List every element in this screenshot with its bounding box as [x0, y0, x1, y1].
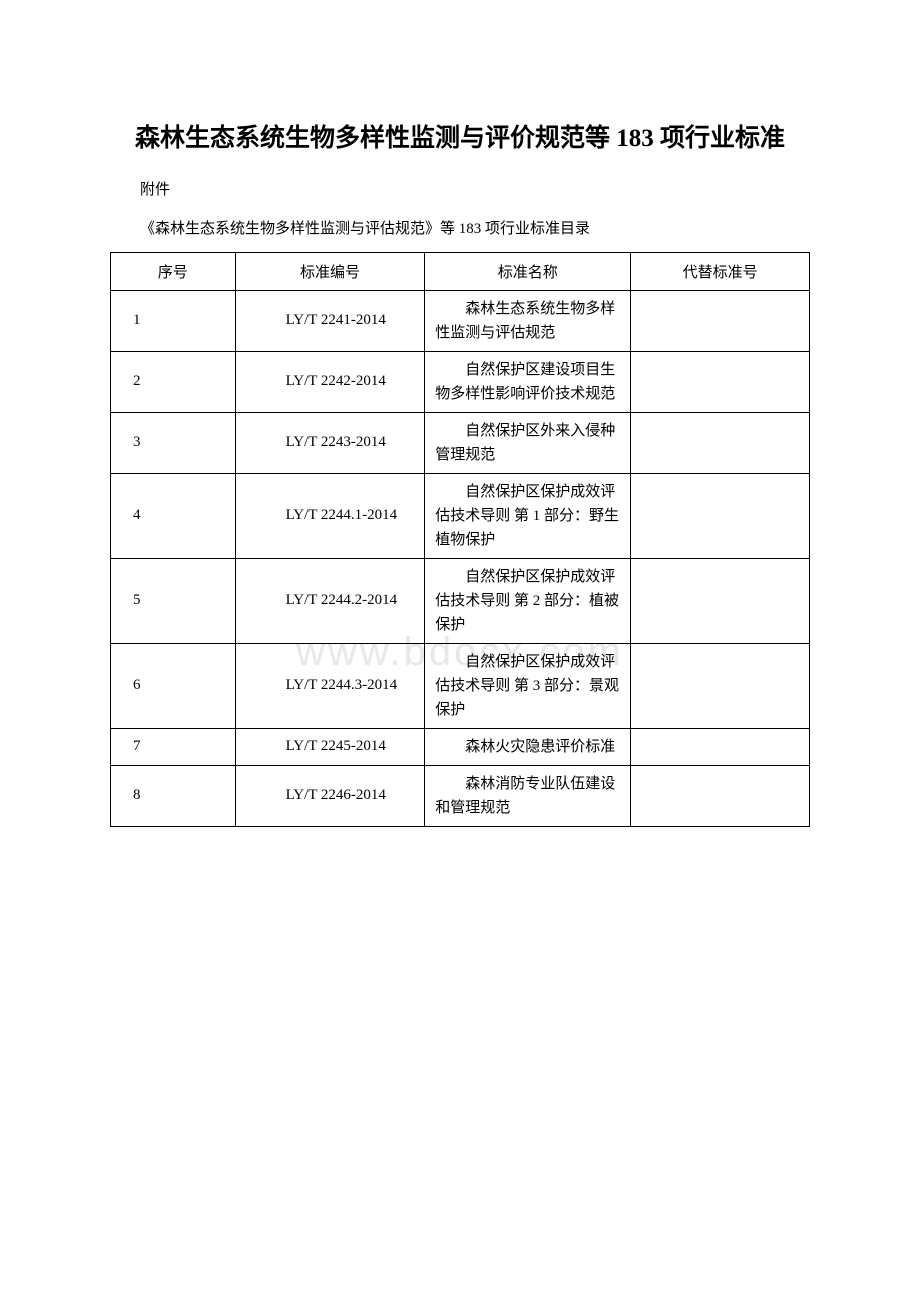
standards-table: 序号 标准编号 标准名称 代替标准号 1 LY/T 2241-2014 森林生态…: [110, 252, 810, 827]
cell-name: 森林火灾隐患评价标准: [425, 728, 631, 765]
page-title: 森林生态系统生物多样性监测与评价规范等 183 项行业标准: [110, 120, 810, 158]
table-row: 7 LY/T 2245-2014 森林火灾隐患评价标准: [111, 728, 810, 765]
cell-code: LY/T 2244.3-2014: [235, 643, 425, 728]
table-row: 3 LY/T 2243-2014 自然保护区外来入侵种管理规范: [111, 412, 810, 473]
cell-code: LY/T 2244.1-2014: [235, 473, 425, 558]
cell-seq: 8: [111, 765, 236, 826]
attachment-label: 附件: [110, 178, 810, 199]
cell-name: 自然保护区建设项目生物多样性影响评价技术规范: [425, 351, 631, 412]
header-code: 标准编号: [235, 252, 425, 290]
cell-name: 自然保护区保护成效评估技术导则 第 3 部分：景观保护: [425, 643, 631, 728]
table-row: 5 LY/T 2244.2-2014 自然保护区保护成效评估技术导则 第 2 部…: [111, 558, 810, 643]
cell-name: 自然保护区保护成效评估技术导则 第 1 部分：野生植物保护: [425, 473, 631, 558]
cell-replace: [631, 643, 810, 728]
cell-seq: 1: [111, 290, 236, 351]
header-replace: 代替标准号: [631, 252, 810, 290]
subtitle: 《森林生态系统生物多样性监测与评估规范》等 183 项行业标准目录: [110, 217, 810, 238]
cell-replace: [631, 765, 810, 826]
cell-replace: [631, 290, 810, 351]
table-row: 2 LY/T 2242-2014 自然保护区建设项目生物多样性影响评价技术规范: [111, 351, 810, 412]
cell-name: 自然保护区外来入侵种管理规范: [425, 412, 631, 473]
cell-replace: [631, 558, 810, 643]
cell-seq: 5: [111, 558, 236, 643]
cell-replace: [631, 728, 810, 765]
table-body: 1 LY/T 2241-2014 森林生态系统生物多样性监测与评估规范 2 LY…: [111, 290, 810, 826]
cell-code: LY/T 2244.2-2014: [235, 558, 425, 643]
cell-name: 森林消防专业队伍建设和管理规范: [425, 765, 631, 826]
table-row: 6 LY/T 2244.3-2014 自然保护区保护成效评估技术导则 第 3 部…: [111, 643, 810, 728]
cell-code: LY/T 2241-2014: [235, 290, 425, 351]
cell-code: LY/T 2242-2014: [235, 351, 425, 412]
table-row: 8 LY/T 2246-2014 森林消防专业队伍建设和管理规范: [111, 765, 810, 826]
table-header-row: 序号 标准编号 标准名称 代替标准号: [111, 252, 810, 290]
cell-code: LY/T 2246-2014: [235, 765, 425, 826]
cell-name: 自然保护区保护成效评估技术导则 第 2 部分：植被保护: [425, 558, 631, 643]
cell-seq: 2: [111, 351, 236, 412]
cell-replace: [631, 473, 810, 558]
cell-seq: 3: [111, 412, 236, 473]
cell-replace: [631, 412, 810, 473]
header-seq: 序号: [111, 252, 236, 290]
cell-code: LY/T 2245-2014: [235, 728, 425, 765]
document-content: 森林生态系统生物多样性监测与评价规范等 183 项行业标准 附件 《森林生态系统…: [110, 120, 810, 827]
cell-seq: 7: [111, 728, 236, 765]
header-name: 标准名称: [425, 252, 631, 290]
cell-seq: 4: [111, 473, 236, 558]
cell-code: LY/T 2243-2014: [235, 412, 425, 473]
table-row: 1 LY/T 2241-2014 森林生态系统生物多样性监测与评估规范: [111, 290, 810, 351]
cell-seq: 6: [111, 643, 236, 728]
table-row: 4 LY/T 2244.1-2014 自然保护区保护成效评估技术导则 第 1 部…: [111, 473, 810, 558]
cell-replace: [631, 351, 810, 412]
cell-name: 森林生态系统生物多样性监测与评估规范: [425, 290, 631, 351]
